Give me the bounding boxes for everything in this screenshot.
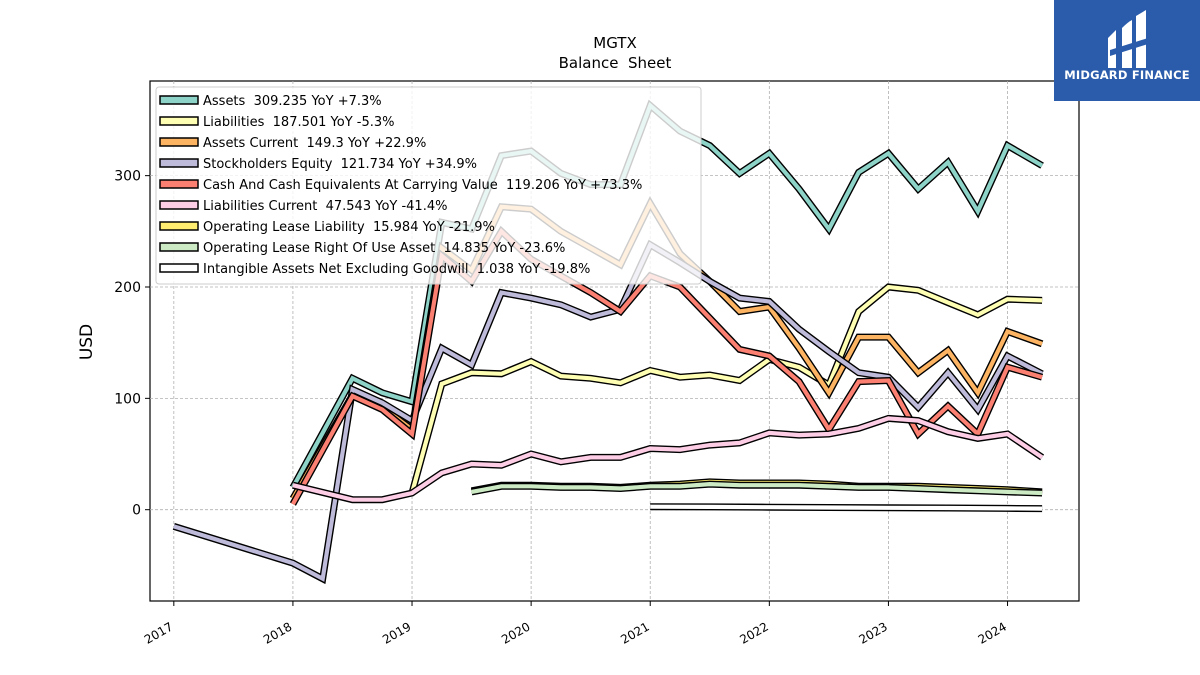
logo-text: MIDGARD FINANCE (1064, 68, 1190, 82)
legend-swatch (159, 200, 199, 210)
legend-entry: Stockholders Equity 121.734 YoY +34.9% (203, 157, 477, 172)
legend-swatch (159, 221, 199, 231)
legend-swatch (159, 179, 199, 189)
y-tick-label: 300 (114, 169, 141, 185)
midgard-finance-logo: MIDGARD FINANCE (1054, 0, 1200, 101)
legend-entry: Liabilities Current 47.543 YoY -41.4% (203, 199, 447, 214)
x-tick-label: 2020 (499, 619, 532, 646)
logo-mark-icon (1108, 10, 1148, 68)
legend-entry: Operating Lease Liability 15.984 YoY -21… (203, 220, 495, 235)
x-tick-label: 2019 (380, 619, 413, 646)
x-tick-label: 2018 (261, 619, 294, 646)
legend-swatch (159, 137, 199, 147)
legend-swatch (159, 116, 199, 126)
chart-title: MGTX (593, 34, 636, 52)
series-line-3 (173, 241, 1044, 582)
y-tick-label: 100 (114, 391, 141, 407)
legend-entry: Assets Current 149.3 YoY +22.9% (203, 136, 426, 151)
legend-swatch (159, 263, 199, 273)
plot-frame (149, 80, 1080, 602)
legend-entry: Operating Lease Right Of Use Asset 14.83… (203, 241, 565, 256)
series-line-1 (409, 284, 1043, 494)
x-tick-label: 2021 (618, 619, 651, 646)
legend: Assets 309.235 YoY +7.3% Liabilities 187.… (155, 86, 702, 285)
series-line-7 (471, 481, 1043, 496)
series-outline-3 (172, 239, 1044, 585)
legend-swatch (159, 95, 199, 105)
y-tick-label: 0 (132, 503, 141, 519)
x-tick-label: 2022 (737, 619, 770, 646)
y-axis-label: USD (77, 324, 97, 360)
legend-swatch (159, 242, 199, 252)
x-tick-label: 2017 (142, 619, 175, 646)
legend-entry: Liabilities 187.501 YoY -5.3% (203, 115, 395, 130)
legend-entry: Cash And Cash Equivalents At Carrying Va… (203, 178, 642, 193)
legend-entry: Intangible Assets Net Excluding Goodwill… (203, 262, 590, 277)
series-line-8 (650, 504, 1043, 511)
series-line-5 (292, 416, 1044, 502)
legend-entry: Assets 309.235 YoY +7.3% (203, 94, 382, 109)
y-tick-label: 200 (114, 280, 141, 296)
legend-box (155, 86, 702, 285)
chart-subtitle: Balance Sheet (559, 54, 672, 72)
x-tick-label: 2024 (976, 619, 1009, 646)
legend-swatch (159, 158, 199, 168)
x-tick-label: 2023 (856, 619, 889, 646)
